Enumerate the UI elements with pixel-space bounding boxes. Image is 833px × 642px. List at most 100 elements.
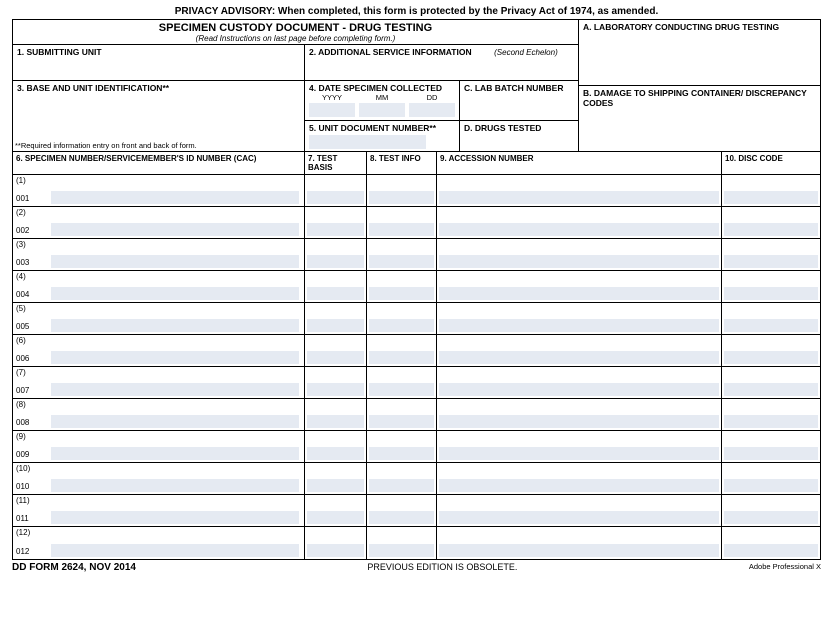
row-num: (5) bbox=[16, 304, 301, 313]
footer: DD FORM 2624, NOV 2014 PREVIOUS EDITION … bbox=[12, 560, 821, 573]
row-seq: 002 bbox=[16, 226, 29, 235]
label-date-collected: 4. DATE SPECIMEN COLLECTED bbox=[309, 83, 455, 93]
label-drugs-tested: D. DRUGS TESTED bbox=[464, 123, 574, 133]
input-disc-code[interactable] bbox=[724, 319, 818, 332]
input-test-info[interactable] bbox=[369, 383, 434, 396]
input-accession[interactable] bbox=[439, 511, 719, 524]
input-test-info[interactable] bbox=[369, 319, 434, 332]
input-accession[interactable] bbox=[439, 223, 719, 236]
label-additional-info: 2. ADDITIONAL SERVICE INFORMATION bbox=[309, 47, 472, 57]
col-8: 8. TEST INFO bbox=[367, 152, 437, 174]
input-specimen[interactable] bbox=[51, 415, 299, 428]
input-accession[interactable] bbox=[439, 447, 719, 460]
right-block: A. LABORATORY CONDUCTING DRUG TESTING B.… bbox=[579, 20, 820, 151]
input-disc-code[interactable] bbox=[724, 255, 818, 268]
section-c-d: C. LAB BATCH NUMBER D. DRUGS TESTED bbox=[460, 81, 578, 151]
input-specimen[interactable] bbox=[51, 319, 299, 332]
table-row: (2) 002 bbox=[13, 207, 820, 239]
input-test-basis[interactable] bbox=[307, 479, 364, 492]
input-test-basis[interactable] bbox=[307, 191, 364, 204]
input-specimen[interactable] bbox=[51, 223, 299, 236]
input-test-basis[interactable] bbox=[307, 415, 364, 428]
input-test-basis[interactable] bbox=[307, 511, 364, 524]
input-mm[interactable] bbox=[359, 103, 405, 117]
input-disc-code[interactable] bbox=[724, 511, 818, 524]
input-dd[interactable] bbox=[409, 103, 455, 117]
section-4: 4. DATE SPECIMEN COLLECTED YYYY MM DD bbox=[305, 81, 459, 121]
input-specimen[interactable] bbox=[51, 511, 299, 524]
input-specimen[interactable] bbox=[51, 383, 299, 396]
section-b: B. DAMAGE TO SHIPPING CONTAINER/ DISCREP… bbox=[579, 86, 820, 151]
input-disc-code[interactable] bbox=[724, 351, 818, 364]
input-specimen[interactable] bbox=[51, 287, 299, 300]
input-accession[interactable] bbox=[439, 287, 719, 300]
input-test-basis[interactable] bbox=[307, 223, 364, 236]
input-disc-code[interactable] bbox=[724, 223, 818, 236]
label-submitting-unit: 1. SUBMITTING UNIT bbox=[17, 47, 300, 57]
input-specimen[interactable] bbox=[51, 351, 299, 364]
row-num: (7) bbox=[16, 368, 301, 377]
input-accession[interactable] bbox=[439, 415, 719, 428]
input-disc-code[interactable] bbox=[724, 479, 818, 492]
input-specimen[interactable] bbox=[51, 255, 299, 268]
form-outer: SPECIMEN CUSTODY DOCUMENT - DRUG TESTING… bbox=[12, 19, 821, 560]
section-a: A. LABORATORY CONDUCTING DRUG TESTING bbox=[579, 20, 820, 86]
table-header: 6. SPECIMEN NUMBER/SERVICEMEMBER'S ID NU… bbox=[13, 151, 820, 175]
input-disc-code[interactable] bbox=[724, 287, 818, 300]
input-disc-code[interactable] bbox=[724, 447, 818, 460]
input-accession[interactable] bbox=[439, 191, 719, 204]
table-row: (12)012 bbox=[13, 527, 820, 559]
input-accession[interactable] bbox=[439, 479, 719, 492]
input-test-info[interactable] bbox=[369, 223, 434, 236]
table-body: (1)001(2)002(3)003(4)004(5)005(6)006(7)0… bbox=[13, 175, 820, 559]
input-test-basis[interactable] bbox=[307, 287, 364, 300]
privacy-advisory: PRIVACY ADVISORY: When completed, this f… bbox=[12, 6, 821, 17]
input-test-info[interactable] bbox=[369, 544, 434, 557]
input-test-basis[interactable] bbox=[307, 351, 364, 364]
input-accession[interactable] bbox=[439, 255, 719, 268]
input-disc-code[interactable] bbox=[724, 383, 818, 396]
input-specimen[interactable] bbox=[51, 544, 299, 557]
input-accession[interactable] bbox=[439, 544, 719, 557]
row-num: (2) bbox=[16, 208, 301, 217]
row-num: (3) bbox=[16, 240, 301, 249]
input-test-info[interactable] bbox=[369, 191, 434, 204]
input-test-info[interactable] bbox=[369, 255, 434, 268]
adobe-note: Adobe Professional X bbox=[749, 562, 821, 573]
input-test-basis[interactable] bbox=[307, 544, 364, 557]
row-seq: 003 bbox=[16, 258, 29, 267]
input-unit-doc[interactable] bbox=[309, 135, 426, 149]
row-seq: 009 bbox=[16, 450, 29, 459]
input-disc-code[interactable] bbox=[724, 191, 818, 204]
input-test-info[interactable] bbox=[369, 287, 434, 300]
input-test-basis[interactable] bbox=[307, 447, 364, 460]
input-test-basis[interactable] bbox=[307, 319, 364, 332]
input-specimen[interactable] bbox=[51, 479, 299, 492]
input-test-info[interactable] bbox=[369, 511, 434, 524]
input-specimen[interactable] bbox=[51, 191, 299, 204]
left-block: SPECIMEN CUSTODY DOCUMENT - DRUG TESTING… bbox=[13, 20, 579, 151]
row-seq: 007 bbox=[16, 386, 29, 395]
row-num: (6) bbox=[16, 336, 301, 345]
form-subtitle: (Read Instructions on last page before c… bbox=[13, 34, 578, 43]
row-seq: 012 bbox=[16, 547, 29, 556]
input-disc-code[interactable] bbox=[724, 415, 818, 428]
row-seq: 001 bbox=[16, 194, 29, 203]
row-num: (10) bbox=[16, 464, 301, 473]
table-row: (8)008 bbox=[13, 399, 820, 431]
input-accession[interactable] bbox=[439, 319, 719, 332]
input-test-info[interactable] bbox=[369, 415, 434, 428]
input-yyyy[interactable] bbox=[309, 103, 355, 117]
input-disc-code[interactable] bbox=[724, 544, 818, 557]
input-test-basis[interactable] bbox=[307, 255, 364, 268]
input-accession[interactable] bbox=[439, 383, 719, 396]
row-seq: 005 bbox=[16, 322, 29, 331]
input-test-basis[interactable] bbox=[307, 383, 364, 396]
row-seq: 011 bbox=[16, 514, 29, 523]
input-accession[interactable] bbox=[439, 351, 719, 364]
input-test-info[interactable] bbox=[369, 447, 434, 460]
input-test-info[interactable] bbox=[369, 479, 434, 492]
form-title: SPECIMEN CUSTODY DOCUMENT - DRUG TESTING bbox=[13, 22, 578, 34]
input-specimen[interactable] bbox=[51, 447, 299, 460]
input-test-info[interactable] bbox=[369, 351, 434, 364]
